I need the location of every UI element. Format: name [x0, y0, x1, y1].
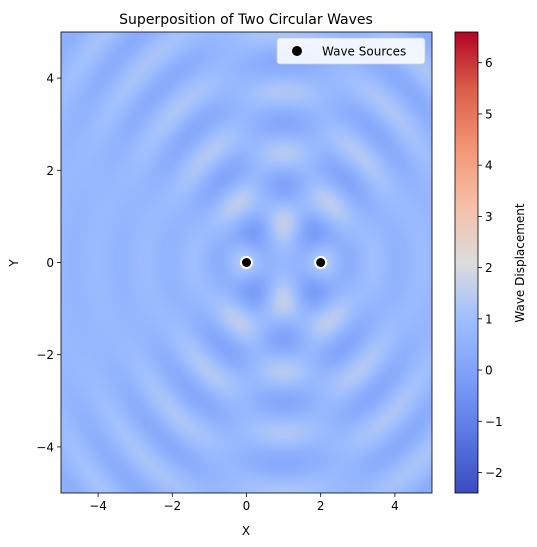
x-axis-ticks: −4 −2 0 2 4 — [89, 493, 399, 513]
x-tick-label: 0 — [243, 499, 251, 513]
y-tick-label: 4 — [46, 72, 54, 86]
chart-title: Superposition of Two Circular Waves — [119, 12, 373, 28]
colorbar-tick-label: 5 — [485, 107, 493, 121]
y-tick-label: −2 — [36, 348, 54, 362]
colorbar — [454, 31, 479, 494]
colorbar-label: Wave Displacement — [513, 203, 527, 323]
colorbar-tick-label: 6 — [485, 56, 493, 70]
wave-source-markers — [240, 256, 328, 269]
colorbar-tick-label: 3 — [485, 210, 493, 224]
source-marker — [316, 258, 326, 267]
y-tick-label: 2 — [46, 164, 54, 178]
colorbar-tick-label: 1 — [485, 312, 493, 326]
y-axis-ticks: −4 −2 0 2 4 — [36, 72, 61, 454]
x-tick-label: 4 — [391, 499, 399, 513]
source-marker — [242, 258, 251, 267]
colorbar-ticks: −2 −1 0 1 2 3 4 5 6 — [478, 56, 503, 480]
y-tick-label: 0 — [46, 256, 54, 270]
colorbar-tick-label: −2 — [485, 466, 503, 480]
legend-marker — [292, 46, 302, 56]
x-axis-label: X — [242, 524, 250, 538]
x-tick-label: −2 — [163, 499, 181, 513]
x-tick-label: 2 — [317, 499, 325, 513]
y-axis-label: Y — [7, 259, 21, 268]
colorbar-tick-label: 2 — [485, 261, 493, 275]
legend-label: Wave Sources — [322, 45, 406, 59]
y-tick-label: −4 — [36, 440, 54, 454]
colorbar-tick-label: −1 — [485, 415, 503, 429]
x-tick-label: −4 — [89, 499, 107, 513]
legend: Wave Sources — [276, 37, 426, 65]
colorbar-tick-label: 4 — [485, 159, 493, 173]
colorbar-tick-label: 0 — [485, 364, 493, 378]
legend-box — [276, 37, 426, 65]
